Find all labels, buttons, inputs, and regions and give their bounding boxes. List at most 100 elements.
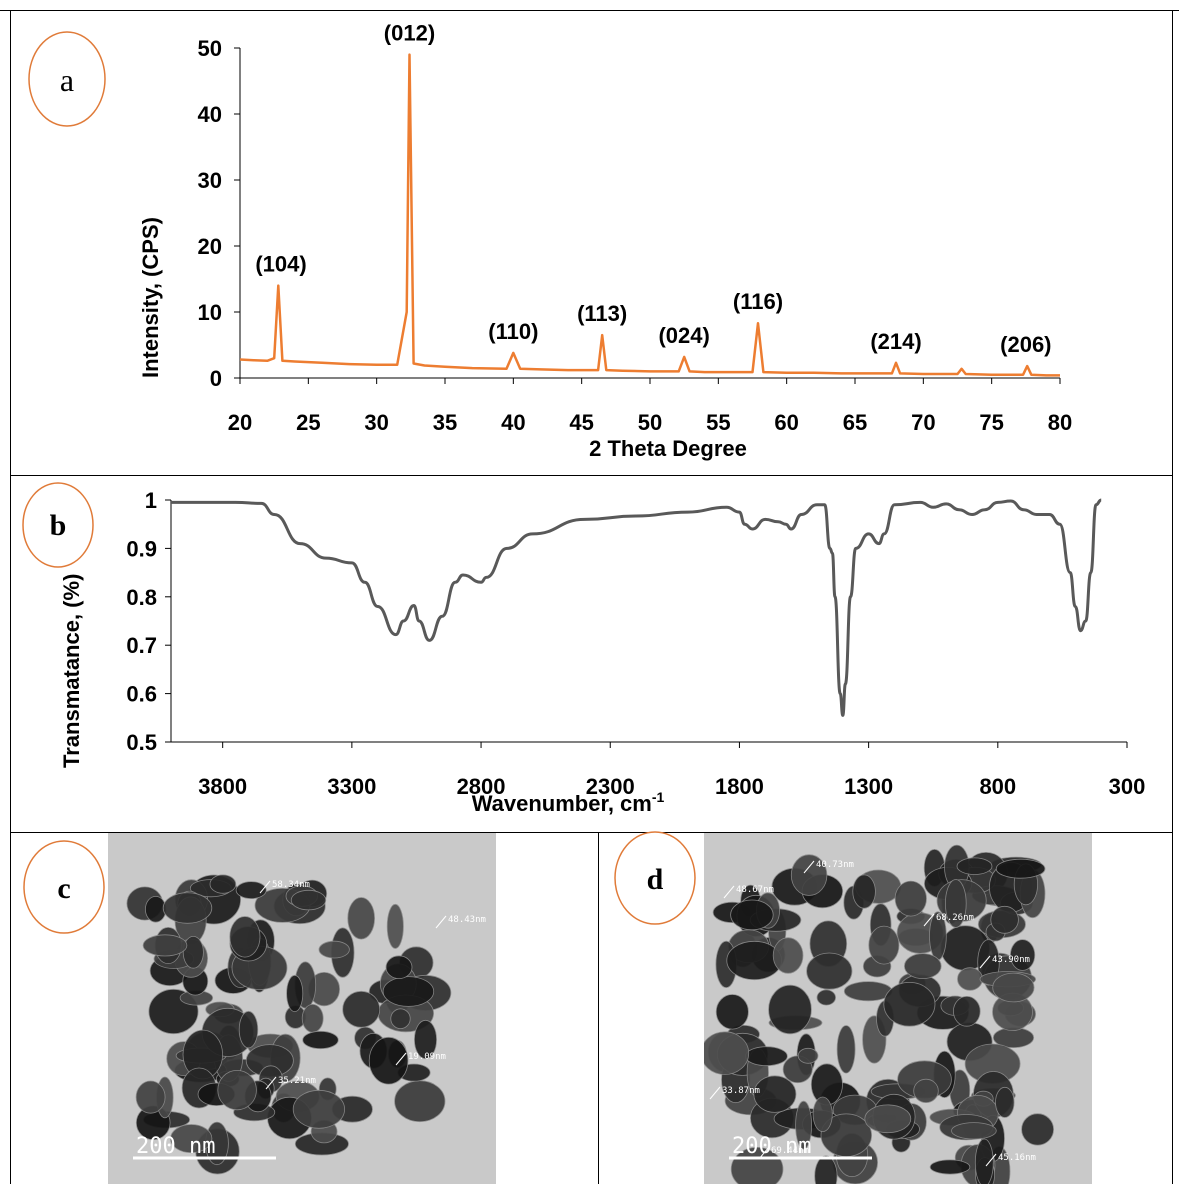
tem-particle — [956, 857, 993, 875]
xrd-peak-label: (110) — [488, 319, 538, 344]
tem-measurement-label: 69.44nm — [771, 1146, 809, 1156]
ftir-chart: 0.5 0.6 0.7 0.8 0.9 1 3800 3300 2800 2300 1800 1300… — [59, 488, 1145, 816]
xrd-peak-label: (214) — [870, 329, 921, 354]
tem-particle — [1021, 1113, 1055, 1146]
top-border — [0, 10, 1179, 11]
tem-particle — [753, 1075, 797, 1113]
ftir-x-tick-label: 3800 — [198, 774, 247, 799]
tem-particle — [913, 1078, 939, 1103]
xrd-x-tick-label: 50 — [638, 410, 662, 435]
xrd-x-tick-label: 35 — [433, 410, 457, 435]
tem-particle — [342, 990, 381, 1028]
xrd-peak-label: (024) — [658, 323, 709, 348]
xrd-peak-label-part: ( — [255, 252, 263, 277]
ftir-x-tick-label: 1800 — [715, 774, 764, 799]
tem-particle — [292, 1089, 345, 1129]
xrd-peak-label-part: (110 — [488, 319, 531, 344]
xrd-y-axis-label: Intensity, (CPS) — [138, 217, 163, 378]
ftir-y-tick-label: 0.9 — [126, 536, 157, 561]
tem-measurement-label: 19.09nm — [408, 1052, 446, 1062]
tem-particle — [868, 925, 900, 965]
tem-particle — [945, 879, 967, 928]
xrd-x-tick-label: 80 — [1048, 410, 1072, 435]
tem-image-c: 58.34nm 48.43nm 19.09nm 35.21nm 200 nm — [108, 833, 496, 1184]
xrd-x-tick-label: 70 — [911, 410, 935, 435]
tem-measure-line — [265, 1076, 277, 1090]
tem-particle — [182, 936, 204, 969]
tem-measure-line — [435, 915, 447, 929]
tem-particle — [957, 967, 983, 991]
tem-particle — [386, 903, 404, 949]
tem-particle — [704, 1031, 750, 1075]
xrd-peak-label-part: ) — [703, 323, 710, 348]
tem-particle — [995, 1086, 1015, 1118]
tem-measurement-label: 48.67nm — [736, 885, 774, 895]
tem-particle — [290, 889, 327, 911]
xrd-peak-label-part: (024 — [658, 323, 703, 348]
tem-particle — [974, 1138, 994, 1184]
ftir-x-tick-label: 3300 — [327, 774, 376, 799]
tem-particle — [235, 881, 267, 899]
tem-particle — [852, 874, 876, 909]
tem-particle — [301, 1003, 324, 1033]
tem-particle — [772, 937, 804, 974]
tem-particle — [1009, 939, 1036, 971]
tem-particle — [883, 982, 936, 1027]
xrd-y-tick-label: 0 — [210, 366, 222, 391]
tem-particle — [790, 854, 828, 896]
tem-particle — [368, 1036, 409, 1085]
ftir-x-axis-label: Wavenumber, cm-1 — [472, 789, 665, 816]
tem-particle — [951, 1122, 997, 1140]
ftir-x-axis-label-superscript: -1 — [652, 789, 665, 805]
tem-particle — [413, 1019, 437, 1060]
xrd-y-tick-label: 30 — [198, 168, 222, 193]
tem-particle — [229, 916, 261, 958]
tem-measurement-label: 45.16nm — [998, 1153, 1036, 1163]
tem-particle — [816, 989, 837, 1006]
xrd-y-tick-label: 40 — [198, 102, 222, 127]
tem-particle — [318, 940, 350, 959]
tem-scale-label: 200 nm — [732, 1134, 811, 1159]
tem-particle — [864, 1104, 912, 1134]
xrd-x-tick-label: 75 — [979, 410, 1003, 435]
xrd-peak-label: (012) — [384, 21, 435, 46]
tem-particle — [745, 1046, 788, 1067]
tem-measurement-label: 35.21nm — [278, 1076, 316, 1086]
tem-particle — [217, 1070, 257, 1111]
ftir-y-tick-label: 0.8 — [126, 585, 157, 610]
tem-measurement-label: 40.73nm — [816, 860, 854, 870]
tem-particle — [394, 1080, 446, 1123]
tem-particle — [929, 1159, 971, 1175]
tem-measure-line — [979, 955, 991, 969]
ftir-x-tick-label: 2800 — [457, 774, 506, 799]
tem-measurement-label: 58.34nm — [272, 880, 310, 890]
xrd-x-axis-label: 2 Theta Degree — [589, 436, 747, 461]
tem-measure-line — [985, 1153, 997, 1167]
ftir-x-tick-label: 800 — [979, 774, 1016, 799]
xrd-x-tick-label: 55 — [706, 410, 730, 435]
tem-particle — [390, 1008, 411, 1030]
tem-scale-label: 200 nm — [136, 1134, 215, 1159]
ftir-y-tick-label: 0.6 — [126, 682, 157, 707]
tem-particle — [347, 897, 376, 940]
tem-particle — [382, 976, 435, 1007]
xrd-peak-label-part: ) — [531, 319, 538, 344]
xrd-peak-label-part: 104) — [263, 252, 307, 277]
tem-particle — [142, 934, 188, 957]
tem-particle — [795, 1100, 812, 1150]
tem-measurement-label: 33.87nm — [722, 1086, 760, 1096]
tem-image-d: 40.73nm 48.67nm 68.26nm 43.90nm 33.87nm 69.44… — [704, 833, 1092, 1184]
ftir-x-axis-label-text: Wavenumber, cm — [472, 791, 652, 816]
tem-measure-line — [723, 885, 735, 899]
tem-particle — [135, 1080, 166, 1114]
xrd-peak-label-part: 206) — [1007, 332, 1051, 357]
ftir-y-tick-label: 0.5 — [126, 730, 157, 755]
xrd-chart: 0 10 20 30 40 50 20 25 30 35 40 45 50 55 60 65 70 75 80 2 T… — [138, 21, 1072, 461]
tem-particle — [904, 953, 942, 980]
divider-cd — [598, 832, 599, 1184]
tem-particle — [814, 1155, 838, 1184]
xrd-x-tick-label: 40 — [501, 410, 525, 435]
xrd-x-tick-label: 45 — [569, 410, 593, 435]
ftir-series-line — [171, 498, 1102, 717]
